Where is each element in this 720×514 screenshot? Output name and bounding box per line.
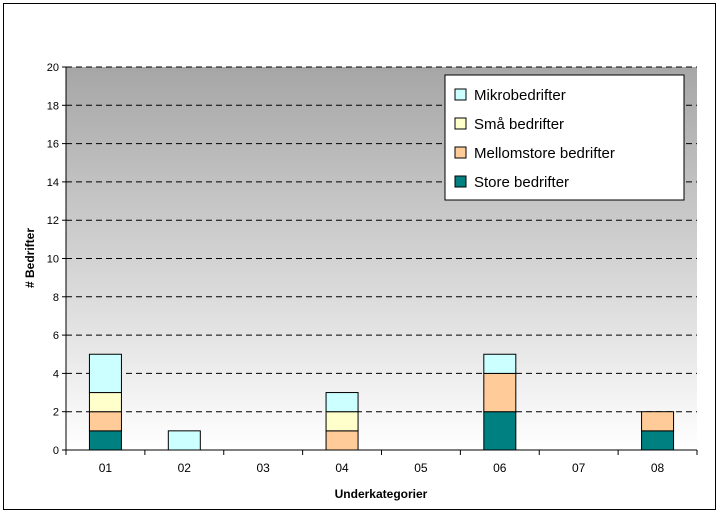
- bar-segment: [325, 392, 359, 413]
- x-tick-label: 01: [99, 461, 113, 475]
- x-tick-label: 06: [493, 461, 507, 475]
- bar-segment: [167, 430, 201, 451]
- y-tick-labels: 0 2 4 6 8 10 12 14 16 18 20: [47, 62, 59, 457]
- y-tick-label: 14: [47, 177, 59, 189]
- y-tick-label: 2: [53, 407, 59, 419]
- x-tick-label: 02: [178, 461, 192, 475]
- legend-swatch: [454, 146, 467, 159]
- bars: [88, 353, 675, 451]
- y-axis-label: # Bedrifter: [23, 228, 37, 288]
- bar-segment: [88, 430, 122, 451]
- chart-frame: 0 2 4 6 8 10 12 14 16 18 20 01 02 03 04 05 06 07 08 Under…: [3, 3, 716, 510]
- y-tick-label: 0: [53, 445, 59, 457]
- legend-box: [444, 74, 685, 201]
- y-tick-label: 16: [47, 139, 59, 151]
- y-tick-label: 10: [47, 254, 59, 266]
- bar-segment: [325, 411, 359, 432]
- legend-label: Mikrobedrifter: [474, 87, 566, 104]
- legend: Mikrobedrifter Små bedrifter Mellomstore b…: [444, 74, 685, 201]
- x-tick-label: 05: [414, 461, 428, 475]
- bar-segment: [483, 411, 517, 451]
- y-tick-label: 6: [53, 330, 59, 342]
- x-tick-label: 07: [572, 461, 586, 475]
- y-tick-label: 20: [47, 62, 59, 74]
- y-tick-label: 12: [47, 215, 59, 227]
- legend-label: Mellomstore bedrifter: [474, 145, 615, 162]
- bar-segment: [483, 353, 517, 374]
- bar-segment: [88, 353, 122, 394]
- legend-swatch: [454, 117, 467, 130]
- x-tick-label: 08: [651, 461, 665, 475]
- y-tick-label: 8: [53, 292, 59, 304]
- bar-segment: [641, 430, 675, 451]
- bar-segment: [325, 430, 359, 451]
- bar-segment: [641, 411, 675, 432]
- x-tick-label: 03: [257, 461, 271, 475]
- y-tick-label: 4: [53, 368, 59, 380]
- bar-segment: [88, 411, 122, 432]
- x-tick-label: 04: [335, 461, 349, 475]
- x-tick-labels: 01 02 03 04 05 06 07 08: [99, 461, 665, 475]
- legend-swatch: [454, 175, 467, 188]
- legend-swatch: [454, 88, 467, 101]
- legend-label: Små bedrifter: [474, 116, 564, 133]
- axes: [62, 66, 698, 455]
- bar-segment: [88, 392, 122, 413]
- x-axis-label: Underkategorier: [335, 487, 428, 501]
- bar-segment: [483, 372, 517, 413]
- y-tick-label: 18: [47, 100, 59, 112]
- legend-label: Store bedrifter: [474, 174, 569, 191]
